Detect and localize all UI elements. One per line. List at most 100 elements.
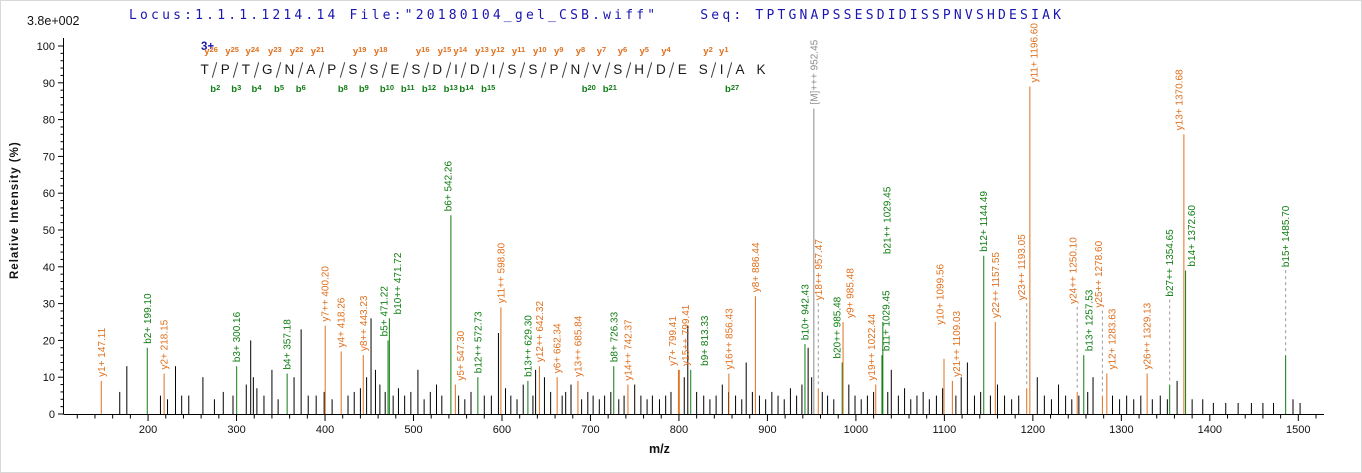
fragment-slash-icon	[482, 62, 489, 78]
svg-text:40: 40	[43, 262, 55, 274]
peak-label: y15++ 799.41	[681, 304, 692, 366]
seq-label: Seq: TPTGNAPSSESDIDISSPNVSHDESIAK	[700, 8, 1064, 23]
y-ion-label-y19: y19	[352, 45, 367, 57]
peak-label: y8++ 443.23	[359, 295, 370, 351]
y-ion-label-y9: y9	[553, 45, 564, 57]
fragment-slash-icon	[212, 62, 218, 78]
fragment-slash-icon	[498, 62, 505, 78]
b-ion-label-b13: b13	[443, 83, 458, 95]
svg-text:0: 0	[49, 409, 55, 421]
residue-8-S: S	[348, 62, 358, 77]
x-axis-title: m/z	[649, 442, 670, 456]
peak-label: b6+ 542.26	[443, 161, 454, 212]
peak-label: y25++ 1278.60	[1094, 240, 1105, 307]
y-ion-label-y15: y15	[437, 45, 452, 57]
residue-20-V: V	[592, 62, 602, 77]
peak-label: y11++ 598.80	[496, 242, 507, 303]
y-ion-label-y2: y2	[703, 45, 713, 57]
residue-6-A: A	[306, 62, 316, 77]
b-ion-label-b4: b4	[251, 83, 262, 95]
base-peak-intensity: 3.8e+002	[27, 14, 80, 28]
fragment-slash-icon	[540, 62, 547, 78]
cleavage-site-24	[689, 60, 696, 80]
axes	[63, 38, 1324, 415]
b-ion-label-b15: b15	[481, 83, 496, 95]
cleavage-site-26: y1 b27	[719, 45, 739, 95]
residue-28-K: K	[756, 62, 766, 77]
residue-5-N: N	[284, 62, 295, 77]
y-ion-label-y7: y7	[596, 45, 607, 57]
peak-label: b21++ 1029.45	[882, 186, 893, 254]
cleavage-site-22: y5	[639, 45, 653, 80]
peak-label: y24++ 1250.10	[1069, 237, 1080, 304]
y-ion-label-y10: y10	[532, 45, 547, 57]
cleavage-site-13: y14 b14	[453, 45, 473, 95]
b-ion-label-b14: b14	[459, 83, 474, 95]
fragment-slash-icon	[402, 62, 409, 78]
peak-label: y23++ 1193.05	[1017, 234, 1028, 300]
svg-text:200: 200	[139, 424, 157, 436]
b-ion-label-b9: b9	[358, 83, 369, 95]
fragment-slash-icon	[423, 62, 430, 78]
peak-label: y10+ 1099.56	[935, 263, 946, 324]
peak-label: b3+ 300.16	[232, 311, 243, 362]
residue-16-S: S	[507, 62, 517, 77]
b-ion-label-b27: b27	[725, 83, 740, 95]
peak-label: b2+ 199.10	[143, 293, 154, 344]
peak-label: y4+ 418.26	[337, 297, 348, 347]
cleavage-site-4: y23 b5	[268, 45, 284, 95]
peak-label: [M]+++ 952.45	[809, 39, 820, 104]
peak-label: y22++ 1157.55	[991, 252, 1002, 318]
cleavage-site-2: y25 b3	[225, 45, 241, 95]
peak-label: b12++ 572.73	[473, 311, 484, 373]
y-ion-label-y8: y8	[575, 45, 586, 57]
svg-text:800: 800	[670, 424, 688, 436]
fragment-slash-icon	[669, 62, 675, 78]
seq-prefix: Seq:	[700, 8, 745, 23]
y-ion-label-y1: y1	[719, 45, 729, 57]
b-ion-label-b5: b5	[274, 83, 285, 95]
svg-text:10: 10	[43, 372, 55, 384]
y-ion-label-y22: y22	[289, 45, 304, 57]
cleavage-site-20: y7 b21	[597, 45, 617, 95]
locus-file-text: Locus:1.1.1.1214.14 File:"20180104_gel_C…	[129, 8, 659, 23]
cleavage-site-15: y12	[491, 45, 505, 80]
fragment-slash-icon	[561, 62, 568, 78]
svg-text:80: 80	[43, 115, 55, 127]
b-ion-label-b2: b2	[210, 83, 221, 95]
residue-13-I: I	[454, 62, 458, 77]
residue-17-S: S	[528, 62, 538, 77]
y-ion-label-y4: y4	[661, 45, 671, 57]
residue-24-E: E	[677, 62, 687, 77]
peak-label: y13++ 685.84	[573, 315, 584, 377]
cleavage-site-14: y13 b15	[475, 45, 495, 95]
unlabeled-peaks	[119, 318, 1301, 414]
svg-text:500: 500	[404, 424, 422, 436]
b-ion-label-b10: b10	[379, 83, 394, 95]
peak-label: y2+ 218.15	[160, 319, 171, 369]
fragment-slash-icon	[726, 62, 733, 78]
cleavage-site-6: y21	[311, 45, 325, 80]
residue-22-H: H	[634, 62, 644, 77]
cleavage-site-23: y4	[661, 45, 675, 80]
cleavage-site-1: y26 b2	[204, 45, 220, 95]
y-ion-label-y13: y13	[475, 45, 489, 57]
cleavage-site-8: y19 b9	[353, 45, 369, 95]
residue-25-S: S	[698, 62, 708, 77]
y-ion-label-y16: y16	[415, 45, 430, 57]
fragment-slash-icon	[625, 62, 631, 78]
svg-text:1500: 1500	[1286, 424, 1310, 436]
seq-value: TPTGNAPSSESDIDISSPNVSHDESIAK	[755, 8, 1065, 23]
peak-label: y21++ 1109.03	[952, 310, 963, 376]
svg-text:900: 900	[758, 424, 776, 436]
svg-text:400: 400	[316, 424, 334, 436]
b-ion-label-b3: b3	[231, 83, 242, 95]
residue-15-I: I	[491, 62, 496, 77]
cleavage-site-19: y8 b20	[576, 45, 596, 95]
cleavage-site-5: y22 b6	[290, 45, 306, 95]
peak-label: y19++ 1022.44	[867, 313, 878, 380]
peak-label: y18++ 957.47	[814, 239, 825, 301]
residue-14-D: D	[469, 62, 480, 77]
